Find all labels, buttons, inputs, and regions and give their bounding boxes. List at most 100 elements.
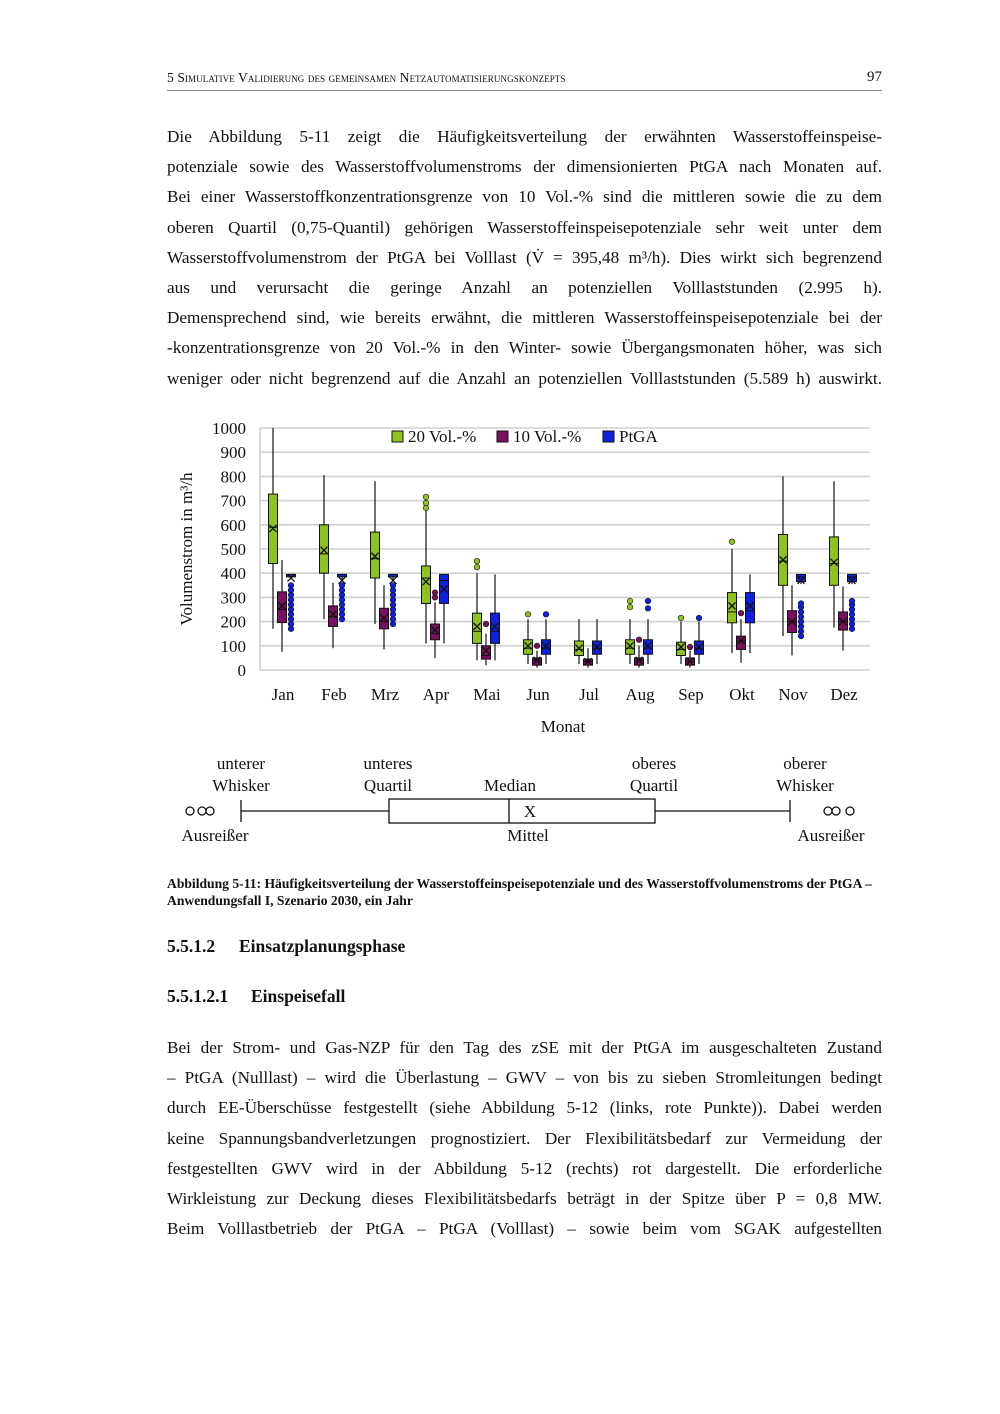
text-line: Wasserstoffvolumenstrom der PtGA bei Vol… [167, 247, 882, 267]
key-outlier-marker [823, 806, 833, 816]
subsection-number: 5.5.1.2.1 [167, 986, 229, 1006]
mean-marker [287, 574, 295, 582]
key-mean: Mittel [507, 826, 549, 845]
box [676, 641, 686, 656]
y-tick-label: 400 [221, 564, 247, 583]
y-tick-label: 500 [221, 540, 247, 559]
key-box [388, 798, 656, 824]
x-tick-label: Sep [678, 685, 704, 704]
y-tick-label: 700 [221, 492, 247, 511]
outlier-point [728, 538, 736, 545]
key-outliers-left: Ausreißer [181, 826, 248, 845]
box [277, 591, 287, 624]
legend-label: 10 Vol.-% [513, 427, 581, 446]
figure-caption: Abbildung 5-11: Häufigkeitsverteilung de… [167, 876, 872, 908]
text-line: Demensprechend sind, wie bereits erwähnt… [167, 308, 882, 328]
x-tick-label: Mrz [371, 685, 400, 704]
mean-marker [584, 657, 592, 666]
outlier-point [677, 614, 685, 622]
section-title: Einsatzplanungsphase [239, 936, 406, 956]
mean-marker [491, 622, 499, 631]
outlier-point [533, 642, 541, 649]
text-line: aus und verursacht die geringe Anzahl an… [167, 278, 882, 298]
mean-marker [575, 644, 583, 653]
mean-marker [593, 643, 601, 651]
mean-marker [848, 576, 856, 585]
text-line: weniger oder nicht begrenzend auf die An… [167, 368, 882, 388]
box [370, 531, 380, 579]
header-rule [167, 90, 882, 91]
mean-marker [371, 552, 379, 561]
boxplot-chart: 0 100 200 300 400 500 600 700 800 900 1000 Volumens… [177, 419, 870, 736]
mean-marker [329, 610, 337, 619]
mean-marker [839, 617, 847, 626]
outlier-point [737, 610, 745, 617]
mean-marker [482, 646, 490, 655]
y-tick-label: 800 [221, 467, 247, 486]
mean-marker [422, 577, 430, 586]
subsection-heading: 5.5.1.2.1 Einspeisefall [167, 986, 345, 1007]
key-upper-quartile-1: oberes [632, 754, 676, 773]
mean-marker [830, 558, 838, 567]
mean-marker [788, 617, 796, 626]
x-tick-label: Jul [579, 685, 599, 704]
y-tick-label: 200 [221, 613, 247, 632]
outlier-point [644, 597, 652, 605]
text-line: durch EE-Überschüsse festgestellt (siehe… [167, 1098, 882, 1118]
key-median: Median [484, 776, 536, 795]
paragraph-1: Die Abbildung 5-11 zeigt die Häufigkeits… [167, 122, 882, 394]
paragraph-2: Bei der Strom- und Gas-NZP für den Tag d… [167, 1033, 882, 1244]
key-outlier-marker [205, 806, 215, 816]
key-outlier-marker [845, 806, 855, 816]
key-lower-quartile-1: unteres [363, 754, 412, 773]
key-lower-whisker-2: Whisker [212, 776, 270, 795]
text-line: potenziale sowie des Wasserstoffvolumens… [167, 157, 882, 177]
text-line: -konzentrationsgrenze von 20 Vol.-% in d… [167, 338, 882, 358]
x-tick-label: Okt [729, 685, 755, 704]
y-tick-label: 1000 [212, 419, 246, 438]
text-line: oberen Quartil (0,75-Quantil) gehörigen … [167, 217, 882, 237]
x-axis-label: Monat [541, 717, 586, 736]
box [625, 639, 635, 655]
outlier-point [542, 611, 550, 618]
legend-swatch [391, 430, 404, 443]
running-head: 5 Simulative Validierung des gemeinsamen… [167, 70, 566, 85]
section-number: 5.5.1.2 [167, 936, 216, 956]
y-tick-label: 900 [221, 443, 247, 462]
outlier-point [338, 582, 346, 589]
legend-label: 20 Vol.-% [408, 427, 476, 446]
text-line: Beim Volllastbetrieb der PtGA – PtGA (Vo… [167, 1219, 882, 1239]
page-number: 97 [867, 69, 882, 85]
box [745, 592, 755, 624]
x-tick-label: Feb [321, 685, 347, 704]
text-line: Die Abbildung 5-11 zeigt die Häufigkeits… [167, 127, 882, 146]
key-outliers-right: Ausreißer [797, 826, 864, 845]
mean-marker [737, 637, 745, 645]
outlier-point [389, 582, 397, 589]
mean-marker [440, 584, 448, 593]
outlier-point [635, 636, 643, 643]
mean-marker [686, 657, 694, 666]
key-upper-whisker-2: Whisker [776, 776, 834, 795]
outlier-point [797, 600, 805, 607]
mean-marker [533, 656, 541, 665]
outlier-point [422, 493, 430, 501]
mean-marker [389, 576, 397, 585]
outlier-point [431, 589, 439, 596]
mean-marker [644, 641, 652, 650]
mean-marker [635, 656, 643, 665]
key-outlier-marker [185, 806, 195, 816]
legend-swatch [496, 430, 509, 443]
box [829, 536, 839, 586]
legend-label: PtGA [619, 427, 658, 446]
box [796, 573, 806, 583]
key-mean-marker: X [524, 802, 536, 821]
box [481, 645, 491, 660]
mean-marker [677, 643, 685, 651]
y-tick-label: 600 [221, 516, 247, 535]
text-line: – PtGA (Nulllast) – wird die Überlastung… [167, 1068, 882, 1088]
box [472, 612, 482, 644]
mean-marker [278, 601, 286, 610]
text-line: Bei der Strom- und Gas-NZP für den Tag d… [167, 1038, 882, 1057]
box [328, 605, 338, 627]
